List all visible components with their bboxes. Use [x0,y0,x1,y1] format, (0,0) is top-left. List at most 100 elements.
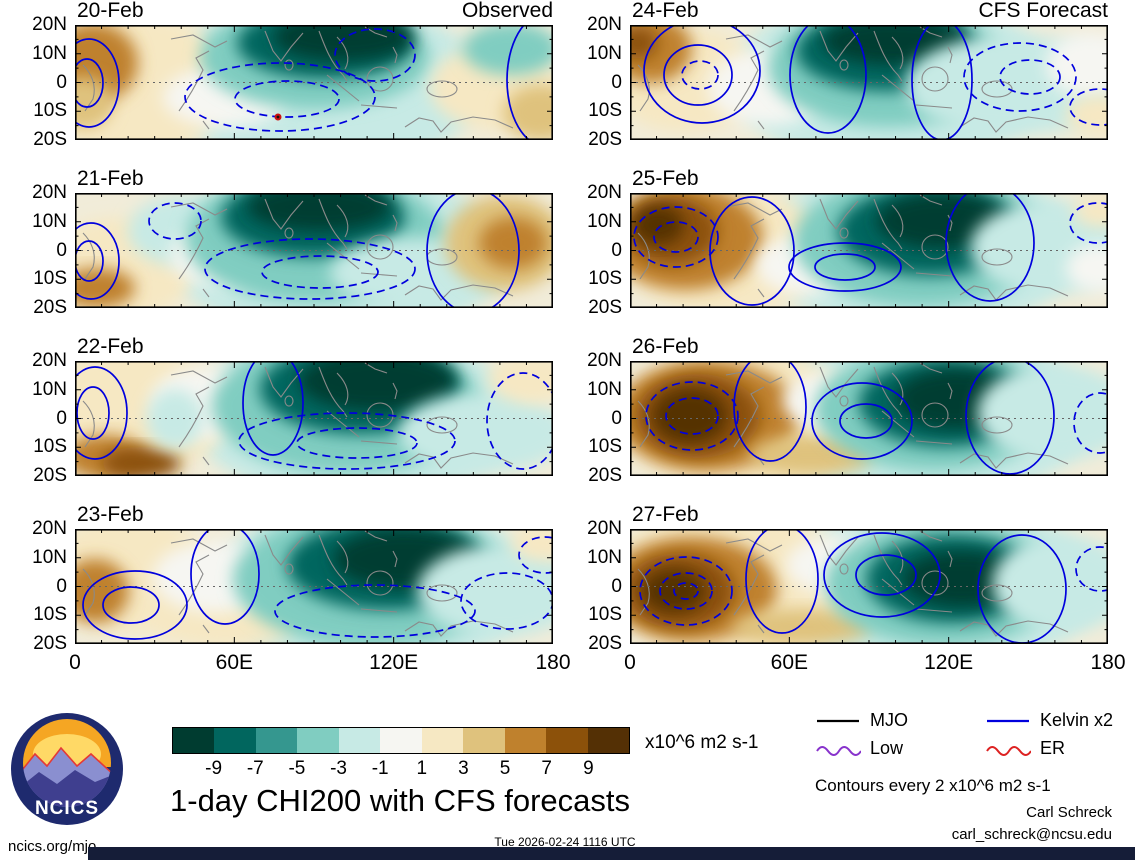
legend-item-mjo: MJO [815,710,908,731]
colorbar-bar [172,727,630,754]
legend-label: ER [1040,738,1066,758]
map-panel-svg [630,361,1108,477]
lat-tick-label: 10N [32,546,67,568]
generation-timestamp: Tue 2026-02-24 1116 UTC [494,835,636,849]
colorbar-tick-label: -5 [288,758,306,779]
figure-title: 1-day CHI200 with CFS forecasts [170,783,631,818]
lon-tick-label: 180 [535,651,571,674]
lat-tick-label: 10N [587,378,622,400]
lat-tick-label: 20N [587,518,622,539]
lat-tick-label: 20S [33,129,67,150]
panel-date-label: 24-Feb [632,0,699,22]
lat-tick-label: 0 [611,239,622,261]
lat-tick-label: 20S [33,297,67,318]
lat-tick-label: 10N [587,42,622,64]
map-panel-svg [75,25,553,141]
colorbar-tick-label: -9 [205,758,223,779]
map-panel [75,529,553,645]
lon-tick-label: 180 [1090,651,1126,674]
map-panel-svg [630,529,1108,645]
lat-tick-label: 10N [32,378,67,400]
lat-tick-label: 0 [56,575,67,597]
panel-date-label: 22-Feb [77,335,144,358]
lat-tick-label: 10N [32,42,67,64]
map-panel [630,529,1108,645]
map-panel-svg [630,25,1108,141]
lat-tick-label: 10S [588,268,622,290]
contour-interval-note: Contours every 2 x10^6 m2 s-1 [815,776,1051,795]
lat-tick-label: 10S [33,604,67,626]
legend-label: Kelvin x2 [1040,710,1114,730]
lat-tick-label: 10S [33,436,67,458]
legend-line-icon [817,719,859,722]
lat-tick-label: 20N [32,518,67,539]
map-panel-svg [75,193,553,309]
credit-email: carl_schreck@ncsu.edu [951,826,1112,843]
colorbar-tick-label: 9 [583,758,594,779]
map-panel-svg [75,361,553,477]
colorbar-segment [338,728,381,753]
lat-tick-label: 20N [32,182,67,203]
lat-tick-label: 20S [33,633,67,654]
panel-date-label: 20-Feb [77,0,144,22]
lat-tick-label: 0 [611,71,622,93]
colorbar-tick-label: 3 [458,758,469,779]
lat-tick-label: 0 [56,239,67,261]
colorbar-segment [504,728,547,753]
lon-tick-label: 0 [69,651,81,674]
lat-tick-label: 20N [32,350,67,371]
colorbar-tick-label: -1 [371,758,389,779]
legend-item-low: Low [815,738,903,759]
lat-tick-label: 20S [588,297,622,318]
lat-tick-label: 20N [587,182,622,203]
lat-tick-label: 10N [587,210,622,232]
lat-tick-label: 20S [588,465,622,486]
colorbar-segment [463,728,505,753]
lat-tick-label: 0 [56,71,67,93]
colorbar-segment [297,728,339,753]
colorbar-segment [214,728,256,753]
lon-tick-label: 120E [924,651,974,674]
lat-tick-label: 20N [587,14,622,35]
legend-item-er: ER [985,738,1065,759]
panel-date-label: 23-Feb [77,503,144,526]
colorbar-segment [173,728,215,753]
site-url: ncics.org/mjo [8,838,97,855]
lat-tick-label: 10S [33,268,67,290]
legend-line-icon [987,719,1029,722]
colorbar-units: x10^6 m2 s-1 [645,732,759,753]
map-panel-svg [75,529,553,645]
column-header: CFS Forecast [978,0,1108,22]
panel-date-label: 21-Feb [77,167,144,190]
colorbar-tick-label: -7 [246,758,264,779]
map-panel [630,361,1108,477]
lat-tick-label: 20S [588,633,622,654]
lon-tick-label: 60E [215,651,254,674]
colorbar-tick-label: 7 [541,758,552,779]
lat-tick-label: 10S [33,100,67,122]
panel-date-label: 25-Feb [632,167,699,190]
ncics-logo: NCICS [11,713,123,825]
colorbar: -9 -7 -5 -3 -1 1 3 5 7 9 [172,727,630,785]
colorbar-tick-label: 1 [416,758,428,779]
colorbar-tick-label: 5 [499,758,511,779]
colorbar-segment [380,728,422,753]
colorbar-segment [255,728,298,753]
lat-tick-label: 10S [588,604,622,626]
legend-line-icon [986,745,1031,756]
lon-tick-label: 120E [369,651,419,674]
legend-label: MJO [870,710,908,730]
colorbar-segment [421,728,464,753]
lat-tick-label: 0 [611,407,622,429]
legend-label: Low [870,738,904,758]
lon-tick-label: 60E [770,651,809,674]
map-panel [75,193,553,309]
map-panel-svg [630,193,1108,309]
map-panel [75,361,553,477]
lon-tick-label: 0 [624,651,636,674]
lat-tick-label: 20S [588,129,622,150]
lat-tick-label: 0 [56,407,67,429]
lat-tick-label: 10S [588,100,622,122]
footer-bar [88,847,1135,860]
